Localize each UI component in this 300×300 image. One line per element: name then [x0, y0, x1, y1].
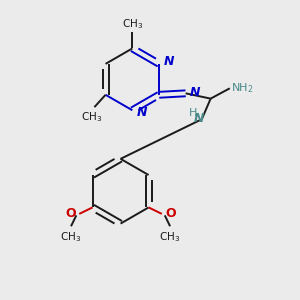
Text: O: O	[65, 207, 76, 220]
Text: N: N	[164, 55, 174, 68]
Text: CH$_3$: CH$_3$	[60, 230, 82, 244]
Text: O: O	[165, 207, 176, 220]
Text: N: N	[137, 106, 148, 119]
Text: CH$_3$: CH$_3$	[81, 111, 102, 124]
Text: CH$_3$: CH$_3$	[122, 17, 143, 31]
Text: NH$_2$: NH$_2$	[231, 81, 254, 95]
Text: N: N	[194, 112, 204, 125]
Text: CH$_3$: CH$_3$	[160, 230, 181, 244]
Text: N: N	[190, 85, 200, 99]
Text: H: H	[189, 108, 198, 118]
